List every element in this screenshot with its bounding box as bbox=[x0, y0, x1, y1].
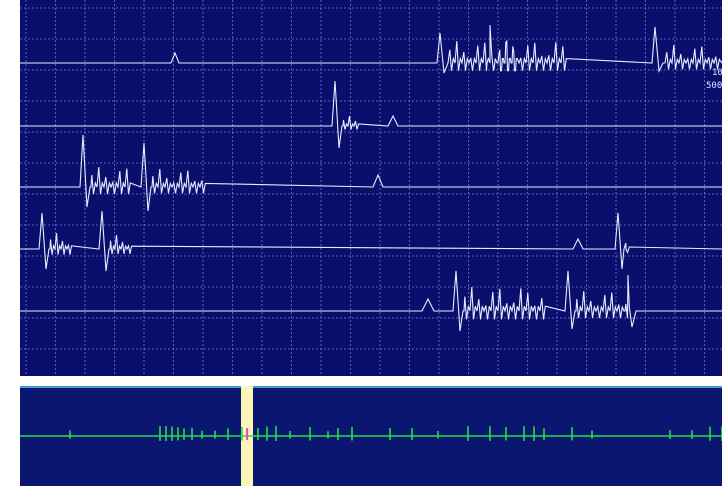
overview-top-border bbox=[20, 386, 722, 388]
ecg-trace-line bbox=[20, 210, 722, 272]
amplitude-scale-label: 10 bbox=[712, 68, 722, 78]
ecg-trace-line bbox=[20, 24, 722, 74]
grid-lines bbox=[20, 0, 722, 376]
overview-timeline[interactable] bbox=[20, 386, 722, 486]
ecg-trace-line bbox=[20, 80, 722, 149]
overview-trace bbox=[20, 426, 722, 441]
ecg-trace-line bbox=[20, 270, 722, 332]
ecg-trace-line bbox=[20, 134, 722, 212]
ecg-trace-grid: 10 500 bbox=[20, 0, 722, 376]
ecg-traces bbox=[20, 24, 722, 332]
ecg-trace-panel: 10 500 bbox=[20, 0, 722, 376]
time-scale-label: 500 bbox=[706, 81, 722, 91]
